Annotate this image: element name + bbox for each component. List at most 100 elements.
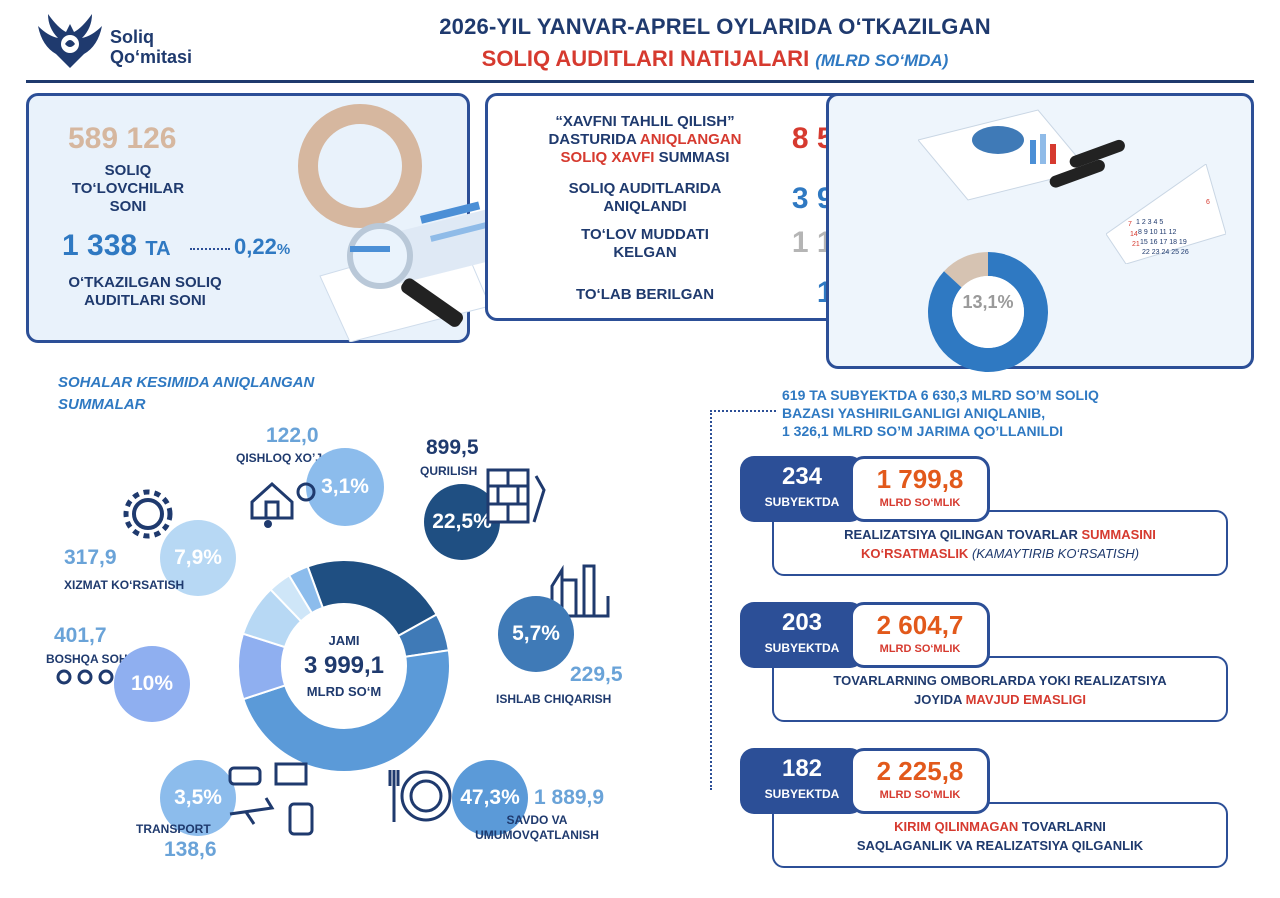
gear-icon: [120, 486, 176, 542]
risk-label-2a: DASTURIDA: [548, 131, 640, 148]
case-1-desc-d: (KAMAYTIRIB KO‘RSATISH): [968, 546, 1140, 561]
case-3-desc-b: TOVARLARNI: [1018, 819, 1106, 834]
summary-line-1: 619 TA SUBYEKTDA 6 630,3 MLRD SO’M SOLIQ: [782, 387, 1099, 403]
sector-services-value: 317,9: [64, 546, 117, 569]
hidden-base-summary: 619 TA SUBYEKTDA 6 630,3 MLRD SO’M SOLIQ…: [782, 386, 1099, 440]
sector-other-share: 10%: [114, 646, 190, 722]
case-2-desc-b: JOYIDA: [914, 692, 966, 707]
sector-construction-label: QURILISH: [420, 464, 478, 478]
case-2-amount-box: 2 604,7 MLRD SO‘MLIK: [850, 602, 990, 668]
dotted-connector: [190, 248, 230, 250]
risk-label-3b: SUMMASI: [654, 149, 730, 166]
audits-label-1: O‘TKAZILGAN SOLIQ: [68, 274, 222, 291]
factory-icon: [548, 556, 612, 620]
sector-transport-value: 138,6: [164, 838, 217, 861]
total-unit: MLRD SO‘M: [306, 684, 382, 699]
case-1-amount-unit: MLRD SO‘MLIK: [879, 497, 961, 509]
svg-text:7: 7: [1128, 221, 1132, 228]
sector-transport-label: TRANSPORT: [136, 822, 211, 836]
case-1-desc-line-1: REALIZATSIYA QILINGAN TOVARLAR SUMMASINI: [774, 525, 1226, 544]
case-2-desc-a: TOVARLARNING OMBORLARDA YOKI REALIZATSIY…: [833, 673, 1167, 688]
calendar-icon: 1 2 3 4 5 8 9 10 11 12 15 16 17 18 19 22…: [1105, 163, 1227, 265]
case-3-desc-line-1: KIRIM QILINMAGAN TOVARLARNI: [774, 817, 1226, 836]
svg-text:22 23 24 25 26: 22 23 24 25 26: [1142, 249, 1189, 256]
plate-cutlery-icon: [388, 766, 458, 826]
sector-other-value: 401,7: [54, 624, 107, 647]
taxpayers-count: 589 126: [68, 122, 177, 155]
audits-count-value: 1 338: [62, 229, 138, 262]
risk-label-3a: SOLIQ XAVFI: [560, 149, 655, 166]
sector-manufacturing-label: ISHLAB CHIQARISH: [496, 692, 612, 706]
donut-hole: [952, 276, 1024, 348]
sector-construction-value: 899,5: [426, 436, 479, 459]
taxpayers-label-1: SOLIQ: [104, 162, 152, 179]
svg-text:14: 14: [1130, 231, 1138, 238]
case-3-amount: 2 225,8: [876, 756, 964, 786]
header-divider: [26, 80, 1254, 83]
donut-slice-7: [287, 565, 325, 615]
logo-text: Soliq Qo‘mitasi: [110, 27, 192, 67]
case-1-desc-line-2: KO‘RSATMASLIK (KAMAYTIRIB KO‘RSATISH): [774, 544, 1226, 563]
farm-icon: [246, 472, 318, 528]
dots-icon: [56, 668, 116, 686]
sector-manufacturing-share: 5,7%: [498, 596, 574, 672]
risk-label-2b: ANIQLANGAN: [639, 131, 742, 148]
summary-line-3: 1 326,1 MLRD SO’M JARIMA QO’LLANILDI: [782, 423, 1064, 439]
audits-label-2: AUDITLARI SONI: [84, 292, 206, 309]
found-label-2: ANIQLANDI: [603, 198, 687, 215]
taxpayers-label-2: TO‘LOVCHILAR: [71, 180, 185, 197]
report-documents-icon: [917, 100, 1128, 210]
logo-line-2: Qo‘mitasi: [110, 47, 193, 67]
sector-trade-label: SAVDO VA UMUMOVQATLANISH: [452, 813, 622, 843]
donut-center: JAMI 3 999,1 MLRD SO‘M: [284, 633, 404, 699]
risk-label: “XAVFNI TAHLIL QILISH” DASTURIDA ANIQLAN…: [520, 113, 770, 167]
logo-line-1: Soliq: [110, 27, 154, 47]
eagle-logo-icon: [34, 10, 106, 72]
svg-text:8 9 10 11 12: 8 9 10 11 12: [1138, 229, 1177, 236]
risk-label-1: “XAVFNI TAHLIL QILISH”: [555, 113, 735, 130]
sectors-donut: [234, 556, 454, 776]
paid-share-label: 13,1%: [962, 292, 1014, 312]
due-label: TO‘LOV MUDDATI KELGAN: [540, 226, 750, 262]
case-1-count-box: 234 SUBYEKTDA: [740, 456, 864, 522]
sector-agriculture-value: 122,0: [266, 424, 319, 447]
unit-label: (MLRD SO‘MDA): [815, 51, 949, 70]
found-label-1: SOLIQ AUDITLARIDA: [568, 180, 722, 197]
sectors-title: SOHALAR KESIMIDA ANIQLANGAN SUMMALAR: [58, 372, 314, 416]
case-1-card: 234 SUBYEKTDA 1 799,8 MLRD SO‘MLIK: [740, 456, 990, 522]
vehicles-icon: [226, 762, 322, 838]
case-2-desc-c: MAVJUD EMASLIGI: [965, 692, 1086, 707]
case-3-desc-a: KIRIM QILINMAGAN: [894, 819, 1019, 834]
case-1-desc-c: KO‘RSATMASLIK: [860, 546, 969, 561]
audits-share-unit: %: [276, 241, 291, 258]
case-3-amount-box: 2 225,8 MLRD SO‘MLIK: [850, 748, 990, 814]
case-2-card: 203 SUBYEKTDA 2 604,7 MLRD SO‘MLIK: [740, 602, 990, 668]
sector-trade-value: 1 889,9: [534, 786, 605, 809]
sector-agriculture-share: 3,1%: [306, 448, 384, 526]
audits-label: O‘TKAZILGAN SOLIQ AUDITLARI SONI: [40, 274, 250, 310]
page-subtitle: SOLIQ AUDITLARI NATIJALARI (MLRD SO‘MDA): [300, 46, 1130, 72]
sector-trade-label-1: SAVDO VA: [506, 813, 568, 827]
case-2-desc-line-2: JOYIDA MAVJUD EMASLIGI: [774, 690, 1226, 709]
audits-share-value: 0,22: [234, 234, 277, 259]
case-2-count-unit: SUBYEKTDA: [764, 641, 840, 655]
case-3-count: 182: [781, 755, 823, 782]
case-1-amount: 1 799,8: [876, 464, 964, 494]
case-3-card: 182 SUBYEKTDA 2 225,8 MLRD SO‘MLIK: [740, 748, 990, 814]
svg-text:1 2 3 4 5: 1 2 3 4 5: [1136, 219, 1163, 226]
paid-slice: [944, 252, 988, 288]
subtitle-text: SOLIQ AUDITLARI NATIJALARI: [481, 46, 810, 71]
brick-wall-icon: [486, 466, 550, 526]
case-1-desc-a: REALIZATSIYA QILINGAN TOVARLAR: [844, 527, 1082, 542]
case-1-desc-b: SUMMASINI: [1081, 527, 1156, 542]
case-2-count: 203: [781, 609, 823, 636]
sector-transport-share: 3,5%: [160, 760, 236, 836]
magnifier-illustration-icon: [290, 96, 510, 343]
sectors-title-2: SUMMALAR: [58, 396, 146, 413]
sectors-title-1: SOHALAR KESIMIDA ANIQLANGAN: [58, 374, 315, 391]
dotted-connector-vertical: [710, 410, 712, 790]
due-label-2: KELGAN: [613, 244, 677, 261]
total-value: 3 999,1: [303, 652, 385, 679]
dotted-connector-horizontal: [710, 410, 776, 412]
taxpayers-label-3: SONI: [109, 198, 147, 215]
